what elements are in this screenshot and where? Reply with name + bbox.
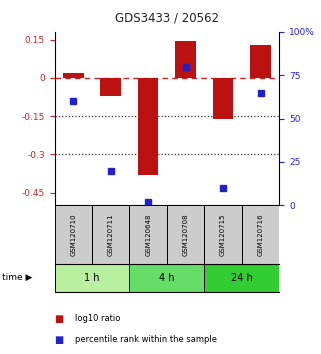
Text: 24 h: 24 h <box>231 273 253 283</box>
Text: 1 h: 1 h <box>84 273 100 283</box>
Bar <box>242 205 279 264</box>
Bar <box>204 264 279 292</box>
Text: GDS3433 / 20562: GDS3433 / 20562 <box>115 11 219 24</box>
Text: GSM120715: GSM120715 <box>220 213 226 256</box>
Text: log10 ratio: log10 ratio <box>75 314 121 323</box>
Text: GSM120710: GSM120710 <box>70 213 76 256</box>
Bar <box>250 45 271 78</box>
Text: GSM120648: GSM120648 <box>145 213 151 256</box>
Bar <box>167 205 204 264</box>
Bar <box>63 73 83 78</box>
Bar <box>55 264 129 292</box>
Text: ■: ■ <box>55 335 64 345</box>
Text: GSM120716: GSM120716 <box>257 213 264 256</box>
Bar <box>213 78 233 119</box>
Bar <box>100 78 121 96</box>
Bar <box>129 264 204 292</box>
Bar <box>175 41 196 78</box>
Text: ■: ■ <box>55 314 64 324</box>
Bar <box>129 205 167 264</box>
Text: 4 h: 4 h <box>159 273 175 283</box>
Bar <box>92 205 129 264</box>
Text: percentile rank within the sample: percentile rank within the sample <box>75 335 217 344</box>
Text: time ▶: time ▶ <box>2 273 32 282</box>
Bar <box>138 78 159 175</box>
Bar <box>55 205 92 264</box>
Bar <box>204 205 242 264</box>
Text: GSM120711: GSM120711 <box>108 213 114 256</box>
Text: GSM120708: GSM120708 <box>183 213 189 256</box>
